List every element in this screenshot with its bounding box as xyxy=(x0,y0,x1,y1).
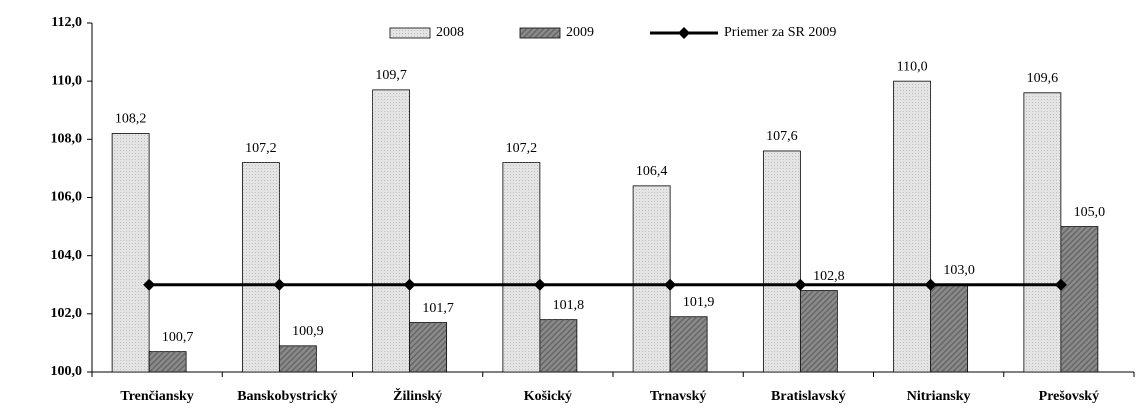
marker xyxy=(664,278,677,291)
x-tick-label: Žilinský xyxy=(393,387,442,404)
data-label: 103,0 xyxy=(943,263,975,278)
x-tick-label: Bratislavský xyxy=(771,389,846,404)
y-tick-label: 100,0 xyxy=(51,364,83,379)
bar-texture xyxy=(502,162,540,372)
data-label: 107,2 xyxy=(245,141,277,156)
bar-texture xyxy=(279,345,317,372)
marker xyxy=(143,278,156,291)
marker xyxy=(533,278,546,291)
bar-texture xyxy=(763,150,801,372)
y-tick-label: 112,0 xyxy=(51,15,82,30)
bar-texture xyxy=(112,133,150,372)
data-label: 109,6 xyxy=(1027,71,1059,86)
x-tick-label: Košický xyxy=(524,389,572,404)
data-label: 106,4 xyxy=(636,164,668,179)
y-tick-label: 108,0 xyxy=(51,132,83,147)
y-tick-label: 102,0 xyxy=(51,306,83,321)
bar-texture xyxy=(242,162,280,372)
x-tick-label: Trenčiansky xyxy=(120,389,193,404)
bar-texture xyxy=(670,316,708,372)
data-label: 107,2 xyxy=(506,141,538,156)
marker xyxy=(403,278,416,291)
data-label: 100,9 xyxy=(292,324,324,339)
x-tick-label: Prešovský xyxy=(1039,389,1099,404)
marker xyxy=(924,278,937,291)
marker xyxy=(1054,278,1067,291)
data-label: 108,2 xyxy=(115,112,147,127)
legend-label: 2009 xyxy=(566,25,594,40)
bar-texture xyxy=(893,81,931,373)
legend-texture xyxy=(520,28,560,38)
data-label: 102,8 xyxy=(813,269,845,284)
data-label: 107,6 xyxy=(766,129,798,144)
bar-texture xyxy=(409,322,447,372)
data-label: 101,9 xyxy=(683,295,715,310)
legend-label: 2008 xyxy=(436,25,464,40)
legend-texture xyxy=(390,28,430,38)
data-label: 100,7 xyxy=(162,330,194,345)
y-tick-label: 104,0 xyxy=(51,248,83,263)
data-label: 109,7 xyxy=(375,68,407,83)
bar-texture xyxy=(800,290,838,372)
bar-texture xyxy=(372,89,410,373)
bar-texture xyxy=(930,284,968,372)
marker xyxy=(273,278,286,291)
data-label: 105,0 xyxy=(1074,205,1106,220)
data-label: 110,0 xyxy=(897,59,928,74)
x-tick-label: Nitriansky xyxy=(907,389,971,404)
bar-texture xyxy=(149,351,187,372)
bar-texture xyxy=(1023,92,1061,373)
x-tick-label: Banskobystrický xyxy=(237,389,337,404)
marker xyxy=(794,278,807,291)
x-tick-label: Trnavský xyxy=(650,389,707,404)
bar-texture xyxy=(633,185,671,372)
bar-texture xyxy=(539,319,577,372)
bar-texture xyxy=(1060,226,1098,372)
legend-marker xyxy=(678,27,690,39)
data-label: 101,8 xyxy=(553,298,585,313)
data-label: 101,7 xyxy=(422,301,454,316)
y-tick-label: 106,0 xyxy=(51,190,83,205)
legend-label: Priemer za SR 2009 xyxy=(724,25,836,40)
y-tick-label: 110,0 xyxy=(51,73,82,88)
